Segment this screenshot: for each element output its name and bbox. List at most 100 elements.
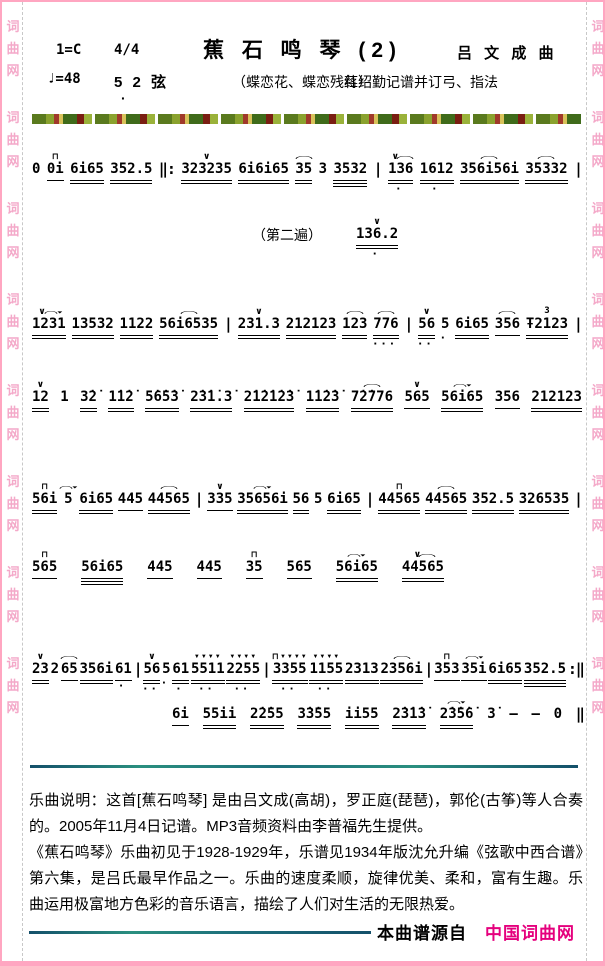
note-group: ◠ 35332 bbox=[525, 147, 568, 184]
beam-underline bbox=[70, 180, 104, 181]
low-octave-dots: · bbox=[432, 181, 441, 196]
low-octave-dots: · bbox=[372, 246, 382, 261]
tie-arc-icon: ◠ bbox=[160, 483, 178, 493]
notes-section: 乐曲说明：这首[蕉石鸣琴] 是由吕文成(高胡)，罗正庭(琵琶)，郭伦(古筝)等人… bbox=[29, 788, 583, 918]
barline: ‖ bbox=[576, 692, 585, 723]
note-numbers: 5511 bbox=[190, 661, 225, 677]
watermark-character: 曲 bbox=[591, 314, 605, 329]
down-bow-icon: ⊓ bbox=[41, 549, 49, 559]
beam-underline bbox=[143, 680, 161, 681]
beam-underline bbox=[525, 338, 569, 339]
note-numbers: 61 bbox=[115, 661, 132, 677]
barline: | bbox=[404, 302, 413, 333]
beam-underline bbox=[305, 408, 340, 409]
note-numbers: 0 bbox=[553, 706, 563, 722]
watermark-character: 词 bbox=[591, 656, 605, 671]
watermark-character: 曲 bbox=[591, 223, 605, 238]
watermark-character: 网 bbox=[6, 154, 20, 169]
note-numbers: 1̇1̇2̇3̇ bbox=[305, 389, 340, 405]
watermark-character: 网 bbox=[6, 518, 20, 533]
beam-underline bbox=[46, 180, 64, 181]
note-group: 0 bbox=[554, 692, 562, 723]
note-numbers: 565 bbox=[32, 559, 58, 575]
tie-arc-icon: ◠ bbox=[363, 381, 381, 391]
note-group: 6i65 bbox=[327, 477, 361, 514]
note-group: – bbox=[509, 692, 517, 723]
note-numbers: 123 bbox=[342, 316, 368, 332]
beam-underline bbox=[190, 680, 225, 681]
watermark-character: 词 bbox=[591, 383, 605, 398]
note-numbers: 352.5 bbox=[523, 661, 567, 677]
beam-underline bbox=[488, 680, 523, 681]
time-signature: 4/4 bbox=[114, 42, 140, 58]
beam-underline bbox=[243, 408, 295, 409]
beam-underline bbox=[455, 338, 489, 339]
note-numbers: 5 bbox=[64, 491, 73, 507]
ornament-arc-icon: ◠ bbox=[59, 484, 77, 491]
tremolo-arrows-icon: ▼▼▼▼ bbox=[279, 654, 308, 660]
note-group: 356i bbox=[79, 647, 114, 684]
note-numbers: 1122 bbox=[119, 316, 154, 332]
tie-arc-icon: ◠ bbox=[498, 308, 516, 318]
up-bow-icon: ∨ bbox=[413, 549, 422, 559]
barline-glyph: | bbox=[133, 660, 143, 678]
note-group: ∨ 56 ·· bbox=[418, 302, 436, 350]
watermark-character: 曲 bbox=[6, 587, 20, 602]
up-bow-icon: ∨ bbox=[216, 481, 224, 491]
note-numbers: 6i65 bbox=[79, 491, 114, 507]
up-bow-icon: ∨ bbox=[148, 651, 156, 661]
beam-underline bbox=[115, 680, 132, 681]
low-octave-dots: · bbox=[162, 675, 171, 690]
watermark-column-left: 词曲网词曲网词曲网词曲网词曲网词曲网词曲网词曲网 bbox=[5, 20, 21, 748]
watermark-character: 曲 bbox=[591, 405, 605, 420]
beam-underline bbox=[297, 728, 332, 729]
beam-underline bbox=[32, 680, 49, 681]
notes-paragraph: 乐曲说明：这首[蕉石鸣琴] 是由吕文成(高胡)，罗正庭(琵琶)，郭伦(古筝)等人… bbox=[29, 792, 583, 835]
beam-underline bbox=[494, 408, 520, 409]
barline: ‖: bbox=[159, 147, 176, 178]
footer-site-name[interactable]: 中国词曲网 bbox=[485, 924, 575, 943]
beam-underline bbox=[119, 335, 154, 336]
watermark-character: 曲 bbox=[6, 132, 20, 147]
note-numbers: 445 bbox=[196, 559, 222, 575]
tie-arc-icon: ◠ bbox=[393, 653, 411, 663]
note-numbers: 776 bbox=[373, 316, 399, 332]
note-numbers: 565 bbox=[404, 389, 430, 405]
watermark-character: 曲 bbox=[6, 405, 20, 420]
beam-underline bbox=[32, 513, 58, 514]
beam-underline bbox=[79, 510, 114, 511]
beam-underline bbox=[292, 513, 310, 514]
transcriber-credit: 蒋绍勤记谱并订弓、指法 bbox=[344, 74, 498, 90]
tie-arc-icon: ◠ bbox=[60, 653, 78, 663]
watermark-character: 网 bbox=[591, 427, 605, 442]
low-octave-dots: ··· bbox=[373, 336, 399, 351]
note-numbers: 2313 bbox=[344, 661, 379, 677]
beam-underline bbox=[297, 725, 332, 726]
note-numbers: 565 bbox=[286, 559, 312, 575]
tie-arc-icon: ◠ bbox=[418, 551, 436, 561]
beam-underline bbox=[461, 680, 487, 681]
tie-arc-icon: ◠ bbox=[295, 153, 313, 163]
note-numbers: 2̇2̇55 bbox=[250, 706, 284, 722]
beam-underline bbox=[459, 183, 519, 184]
beam-underline bbox=[202, 728, 237, 729]
note-numbers: 445 bbox=[117, 491, 144, 507]
note-numbers: 65 bbox=[60, 661, 78, 677]
watermark-character: 网 bbox=[6, 63, 20, 78]
barline: | bbox=[366, 477, 375, 508]
note-group: ⊓ 35 bbox=[245, 545, 263, 579]
key-signature: 1=C bbox=[56, 42, 82, 58]
note-group: ◠5 bbox=[59, 477, 77, 508]
note-numbers: 212123 bbox=[285, 316, 337, 332]
beam-underline bbox=[388, 180, 414, 181]
beam-underline bbox=[119, 338, 154, 339]
note-group: 2̇3̇1̇3̇ bbox=[392, 692, 427, 729]
note-group: ◠35656i bbox=[237, 477, 288, 514]
note-group: 1 bbox=[60, 375, 68, 406]
section-divider-line bbox=[30, 765, 578, 768]
beam-underline bbox=[373, 335, 399, 336]
note-numbers: 3532 bbox=[333, 161, 368, 177]
watermark-character: 词 bbox=[591, 110, 605, 125]
note-group: 13532 bbox=[71, 302, 114, 339]
barline: | bbox=[262, 647, 271, 678]
